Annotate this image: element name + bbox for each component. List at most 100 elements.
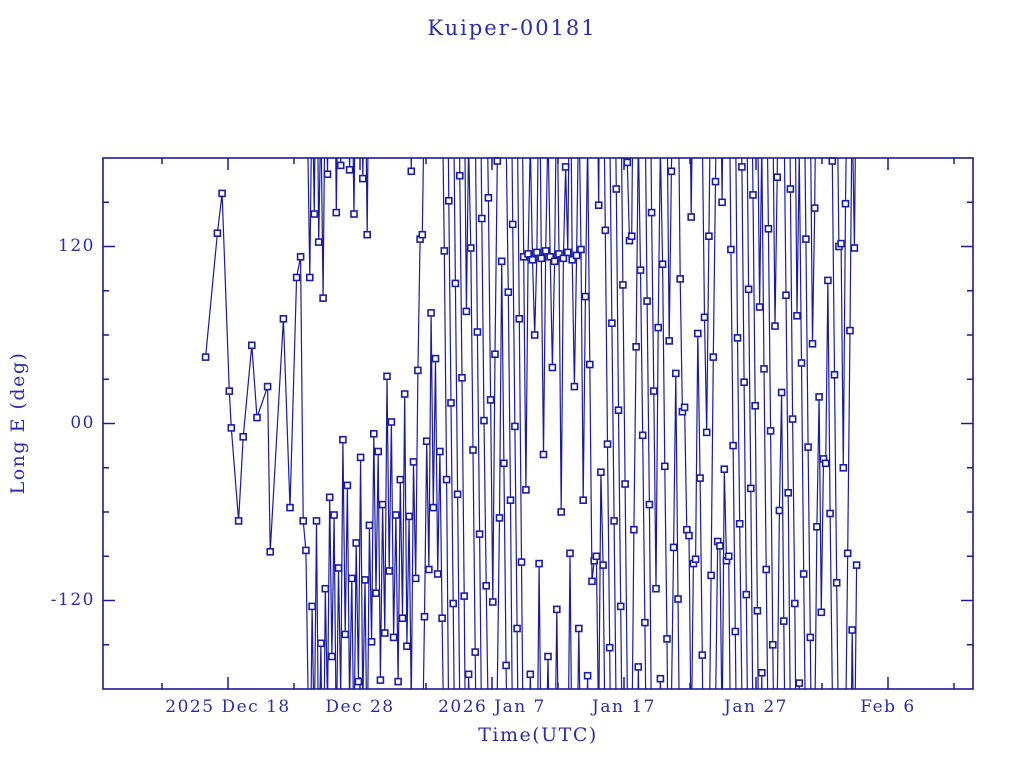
data-point-marker	[409, 458, 418, 466]
data-point-marker	[471, 648, 480, 656]
data-point-marker	[493, 157, 502, 165]
data-point-marker	[339, 435, 347, 444]
data-point-marker	[403, 642, 411, 651]
data-point-marker	[779, 617, 788, 625]
data-point-marker	[623, 158, 632, 167]
data-point-marker	[555, 250, 563, 258]
data-point-marker	[751, 401, 760, 410]
x-tick-label: Jan 27	[724, 697, 788, 717]
data-point-marker	[225, 387, 234, 395]
data-point-marker	[663, 635, 671, 643]
data-point-marker	[561, 163, 570, 171]
data-point-marker	[568, 255, 577, 264]
data-point-marker	[425, 565, 433, 574]
data-point-marker	[325, 493, 334, 502]
data-point-marker	[788, 415, 797, 423]
data-point-marker	[213, 229, 222, 237]
data-point-marker	[528, 255, 537, 264]
data-point-marker	[566, 549, 574, 558]
data-point-marker	[517, 558, 526, 566]
data-point-marker	[347, 574, 356, 583]
data-point-marker	[777, 388, 786, 397]
data-point-marker	[667, 167, 676, 176]
data-point-marker	[810, 204, 819, 212]
data-point-marker	[308, 602, 316, 611]
data-point-marker	[546, 253, 555, 261]
data-point-marker	[447, 399, 455, 407]
data-point-marker	[286, 503, 294, 512]
data-point-marker	[843, 549, 852, 558]
chart-title: Kuiper-00181	[427, 16, 597, 40]
data-point-marker	[530, 331, 539, 339]
data-point-marker	[574, 624, 583, 633]
data-point-marker	[716, 542, 724, 550]
data-point-marker	[740, 378, 748, 387]
data-point-marker	[358, 174, 367, 183]
data-point-marker	[696, 474, 704, 482]
data-point-marker	[680, 403, 689, 412]
data-point-marker	[497, 257, 506, 266]
data-point-marker	[218, 189, 226, 198]
data-point-marker	[698, 651, 707, 659]
data-point-marker	[735, 519, 744, 528]
data-point-marker	[757, 668, 766, 677]
data-point-marker	[433, 570, 442, 578]
data-point-marker	[652, 584, 660, 593]
data-point-marker	[563, 248, 572, 257]
data-point-marker	[449, 599, 458, 608]
data-point-marker	[559, 254, 568, 263]
data-point-marker	[365, 521, 374, 530]
data-point-marker	[577, 245, 585, 254]
data-point-marker	[599, 561, 607, 569]
data-point-marker	[513, 624, 521, 633]
data-point-marker	[638, 431, 647, 440]
data-point-marker	[585, 360, 594, 369]
data-point-marker	[495, 514, 504, 522]
data-point-marker	[431, 354, 440, 363]
data-point-marker	[460, 592, 469, 600]
data-point-marker	[705, 232, 713, 240]
data-point-marker	[389, 633, 398, 642]
data-point-marker	[477, 214, 486, 223]
data-point-marker	[839, 463, 848, 472]
data-point-marker	[614, 406, 623, 415]
data-point-marker	[234, 517, 243, 525]
data-point-marker	[702, 428, 711, 437]
data-point-marker	[603, 440, 612, 448]
data-point-marker	[422, 437, 431, 446]
data-point-marker	[385, 567, 394, 575]
data-point-marker	[486, 396, 495, 404]
data-point-marker	[764, 225, 773, 233]
data-point-marker	[279, 314, 288, 323]
data-point-marker	[473, 328, 482, 336]
data-point-marker	[341, 630, 350, 639]
data-point-marker	[731, 627, 740, 636]
data-point-marker	[658, 260, 667, 269]
data-point-marker	[815, 393, 823, 401]
data-point-marker	[709, 353, 718, 361]
data-point-marker	[453, 490, 462, 499]
data-point-marker	[369, 429, 378, 438]
data-point-marker	[685, 531, 693, 540]
data-point-marker	[323, 170, 332, 178]
data-point-marker	[550, 257, 559, 266]
data-point-marker	[451, 279, 460, 288]
data-point-marker	[484, 194, 493, 202]
data-point-marker	[398, 614, 407, 623]
data-point-marker	[579, 496, 588, 505]
y-tick-label: -120	[50, 589, 95, 610]
data-point-marker	[808, 339, 817, 348]
data-point-marker	[302, 546, 310, 555]
data-point-marker	[773, 173, 782, 181]
data-point-marker	[832, 578, 841, 587]
data-point-marker	[597, 468, 605, 477]
data-point-marker	[354, 677, 363, 686]
data-point-marker	[720, 465, 729, 474]
data-point-marker	[782, 291, 790, 300]
data-point-marker	[350, 210, 358, 218]
data-point-marker	[570, 382, 579, 391]
data-point-marker	[649, 387, 658, 395]
x-tick-label: 2025 Dec 18	[165, 697, 291, 717]
data-point-marker	[328, 652, 336, 661]
data-point-marker	[455, 171, 464, 180]
